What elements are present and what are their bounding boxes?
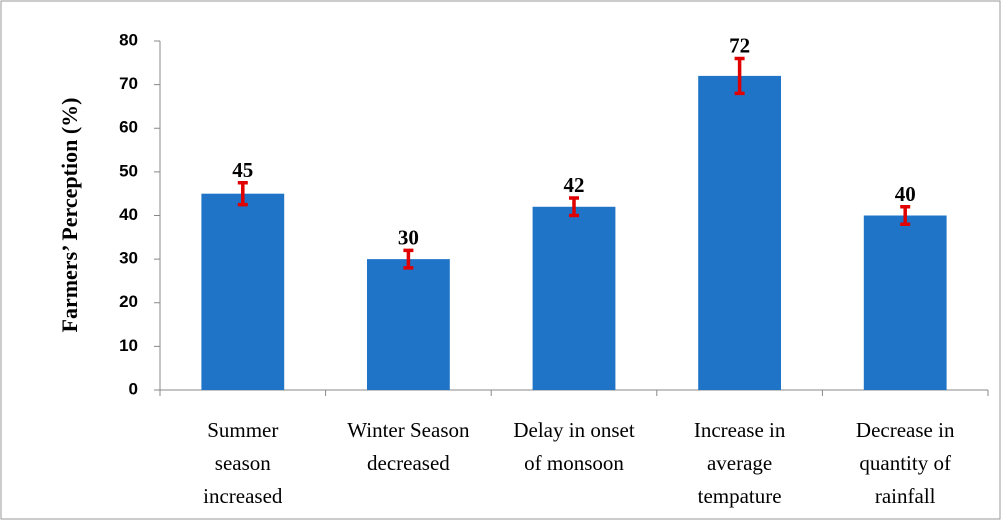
y-tick-label: 10 xyxy=(119,336,138,355)
bar xyxy=(367,259,450,390)
y-tick-label: 50 xyxy=(119,161,138,180)
bar xyxy=(532,206,616,390)
value-label: 40 xyxy=(895,182,916,206)
x-tick-label: Increase in average tempature xyxy=(693,418,786,508)
x-tick-label: Winter Season decreased xyxy=(347,418,470,475)
y-tick-label: 70 xyxy=(119,74,138,93)
y-tick-label: 60 xyxy=(119,118,138,137)
value-label: 72 xyxy=(729,33,750,57)
y-axis-label: Farmers’ Perception (%) xyxy=(57,98,82,333)
value-label: 42 xyxy=(564,173,585,197)
y-tick-label: 20 xyxy=(119,292,138,311)
value-label: 45 xyxy=(232,158,253,182)
error-bar xyxy=(569,196,579,218)
y-tick-label: 80 xyxy=(119,30,138,49)
bar xyxy=(201,193,285,390)
y-tick-label: 0 xyxy=(129,379,138,398)
error-bar xyxy=(403,248,414,270)
x-tick-label: Delay in onset of monsoon xyxy=(513,418,635,475)
bar xyxy=(698,75,781,391)
error-bar xyxy=(734,56,745,96)
value-label: 30 xyxy=(398,225,419,249)
y-tick-label: 30 xyxy=(119,249,138,268)
x-tick-label: Summer season increased xyxy=(203,418,283,508)
error-bar xyxy=(237,181,248,207)
error-bar xyxy=(900,205,911,226)
y-tick-label: 40 xyxy=(119,205,138,224)
bar xyxy=(863,215,947,390)
x-tick-label: Decrease in quantity of rainfall xyxy=(855,418,955,508)
